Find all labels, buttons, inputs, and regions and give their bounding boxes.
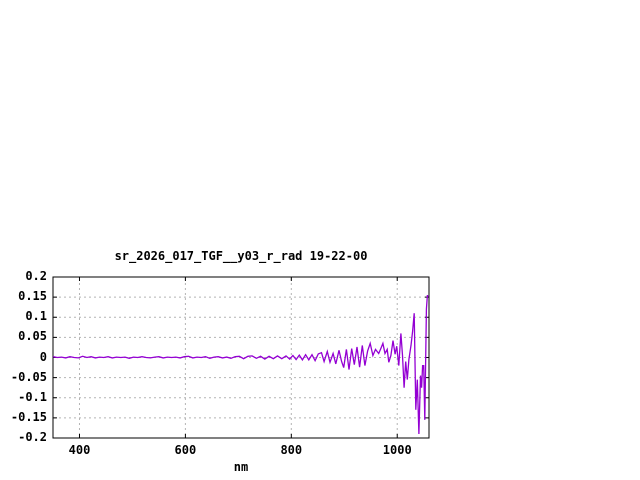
y-tick-label: 0.2 [25, 269, 47, 283]
y-tick-label: 0.1 [25, 309, 47, 324]
x-tick-label: 1000 [382, 443, 412, 457]
y-tick-label: -0.15 [10, 409, 47, 424]
y-tick-label: -0.2 [18, 430, 47, 444]
x-tick-label: 800 [280, 443, 303, 457]
x-axis-title: nm [233, 460, 249, 474]
plot-border [52, 276, 430, 439]
y-tick-label: -0.1 [18, 389, 47, 404]
x-tick-label: 400 [68, 443, 91, 457]
y-tick-label: 0.05 [18, 329, 47, 344]
y-tick-label: 0 [39, 349, 47, 364]
y-tick-label: 0.15 [18, 289, 47, 304]
y-tick-label: -0.05 [10, 369, 47, 384]
data-series-line [52, 294, 429, 435]
chart-title: sr_2026_017_TGF__y03_r_rad 19-22-00 [114, 249, 368, 263]
x-tick-label: 600 [174, 443, 197, 457]
